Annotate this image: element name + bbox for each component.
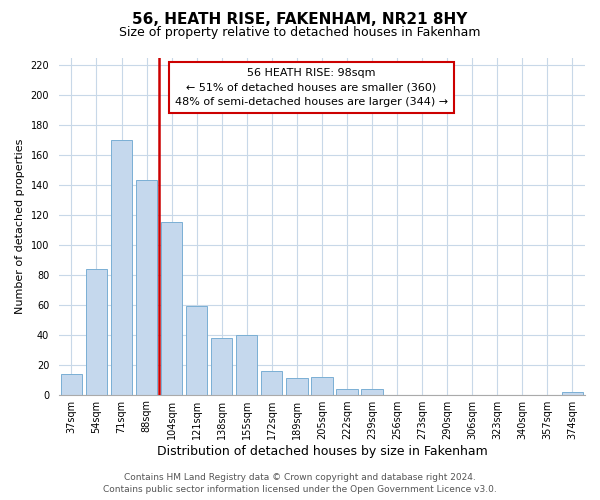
Bar — [311, 376, 332, 394]
Bar — [361, 388, 383, 394]
Bar — [161, 222, 182, 394]
Text: Size of property relative to detached houses in Fakenham: Size of property relative to detached ho… — [119, 26, 481, 39]
Bar — [286, 378, 308, 394]
Bar — [337, 388, 358, 394]
Y-axis label: Number of detached properties: Number of detached properties — [15, 138, 25, 314]
Text: Contains HM Land Registry data © Crown copyright and database right 2024.
Contai: Contains HM Land Registry data © Crown c… — [103, 472, 497, 494]
Bar — [211, 338, 232, 394]
Bar — [136, 180, 157, 394]
X-axis label: Distribution of detached houses by size in Fakenham: Distribution of detached houses by size … — [157, 444, 487, 458]
Bar — [562, 392, 583, 394]
Bar — [86, 268, 107, 394]
Text: 56 HEATH RISE: 98sqm
← 51% of detached houses are smaller (360)
48% of semi-deta: 56 HEATH RISE: 98sqm ← 51% of detached h… — [175, 68, 448, 107]
Text: 56, HEATH RISE, FAKENHAM, NR21 8HY: 56, HEATH RISE, FAKENHAM, NR21 8HY — [133, 12, 467, 28]
Bar — [186, 306, 208, 394]
Bar — [61, 374, 82, 394]
Bar — [236, 334, 257, 394]
Bar — [261, 370, 283, 394]
Bar — [111, 140, 132, 394]
